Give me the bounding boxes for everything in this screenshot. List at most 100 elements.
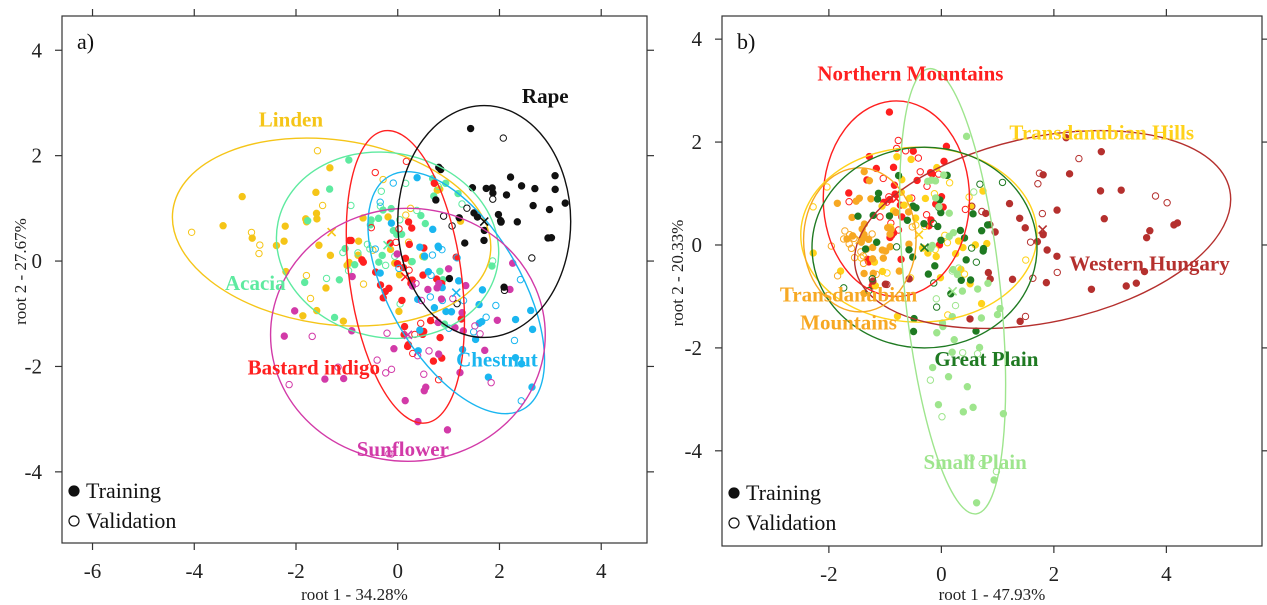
x-tick-label: 2 xyxy=(1049,562,1060,586)
x-axis-label: root 1 - 47.93% xyxy=(939,585,1046,604)
scatter-point xyxy=(983,221,992,229)
scatter-point xyxy=(843,235,851,243)
group-label-northern-mountains: Northern Mountains xyxy=(817,61,1003,85)
scatter-point xyxy=(413,351,422,360)
scatter-point xyxy=(402,211,410,219)
plot-frame xyxy=(721,15,1263,547)
scatter-point xyxy=(916,168,924,176)
scatter-point xyxy=(413,173,421,182)
scatter-point xyxy=(930,279,938,287)
scatter-point xyxy=(529,201,537,210)
group-label-western-hungary: Western Hungary xyxy=(1069,252,1230,276)
scatter-point xyxy=(878,246,887,254)
scatter-point xyxy=(959,408,968,416)
scatter-point xyxy=(1053,252,1061,260)
scatter-point xyxy=(385,284,393,293)
scatter-point xyxy=(389,179,397,187)
scatter-point xyxy=(966,315,974,323)
scatter-point xyxy=(359,280,368,288)
scatter-point xyxy=(963,383,972,391)
scatter-point xyxy=(326,164,334,172)
scatter-point xyxy=(489,189,497,197)
ellipse-small-plain xyxy=(898,67,1007,515)
scatter-point xyxy=(977,226,986,235)
scatter-point xyxy=(390,345,398,353)
legend-label-validation: Validation xyxy=(86,508,176,533)
scatter-point xyxy=(354,249,362,257)
centroid-marker xyxy=(919,242,930,253)
scatter-point xyxy=(1173,219,1182,227)
scatter-point xyxy=(417,296,426,305)
scatter-point xyxy=(511,315,520,324)
scatter-point xyxy=(1015,214,1024,222)
scatter-point xyxy=(413,206,421,215)
scatter-point xyxy=(847,244,856,253)
scatter-point xyxy=(928,241,937,250)
scatter-point xyxy=(924,270,933,278)
scatter-point xyxy=(972,258,981,266)
scatter-point xyxy=(395,264,403,273)
scatter-point xyxy=(480,236,488,245)
centroid-marker xyxy=(1038,224,1048,235)
scatter-point xyxy=(1100,215,1108,223)
scatter-point xyxy=(932,252,940,261)
scatter-point xyxy=(401,396,409,405)
scatter-point xyxy=(931,194,940,202)
scatter-point xyxy=(482,313,490,321)
scatter-point xyxy=(517,360,526,368)
x-tick-label: -4 xyxy=(186,559,204,583)
scatter-point xyxy=(403,342,412,351)
scatter-point xyxy=(322,284,330,292)
scatter-point xyxy=(984,279,992,288)
scatter-point xyxy=(935,203,943,211)
scatter-point xyxy=(393,250,401,258)
scatter-point xyxy=(1140,267,1149,276)
scatter-point xyxy=(375,258,383,266)
plot-area xyxy=(800,67,1232,515)
scatter-point xyxy=(290,307,299,315)
scatter-point xyxy=(256,241,264,249)
scatter-point xyxy=(322,274,331,283)
scatter-point xyxy=(285,380,293,389)
scatter-point xyxy=(943,238,952,247)
scatter-point xyxy=(463,204,471,212)
scatter-point xyxy=(845,189,853,197)
panel-label: a) xyxy=(77,29,94,54)
scatter-point xyxy=(313,215,321,223)
centroid-marker xyxy=(948,286,958,296)
scatter-point xyxy=(499,134,507,142)
scatter-point xyxy=(1122,282,1130,290)
scatter-point xyxy=(434,350,443,358)
scatter-point xyxy=(302,271,311,280)
scatter-point xyxy=(497,218,505,226)
scatter-point xyxy=(420,370,428,378)
scatter-point xyxy=(378,251,386,260)
legend-marker-training xyxy=(728,487,740,499)
scatter-point xyxy=(1132,279,1141,287)
scatter-point xyxy=(551,172,559,180)
scatter-point xyxy=(868,275,876,283)
scatter-point xyxy=(922,211,931,219)
scatter-point xyxy=(1021,224,1029,232)
scatter-point xyxy=(248,234,256,242)
scatter-point xyxy=(879,254,888,262)
scatter-point xyxy=(376,269,384,277)
scatter-point xyxy=(938,413,946,421)
scatter-point xyxy=(321,375,329,383)
scatter-point xyxy=(544,234,552,242)
scatter-point xyxy=(903,216,912,224)
scatter-point xyxy=(428,251,437,259)
scatter-point xyxy=(960,270,969,278)
scatter-point xyxy=(419,271,427,279)
ellipse-rape xyxy=(397,104,572,339)
scatter-point xyxy=(889,163,898,172)
scatter-point xyxy=(371,168,379,177)
scatter-point xyxy=(1065,170,1074,178)
scatter-point xyxy=(429,357,438,365)
scatter-point xyxy=(1008,275,1017,284)
scatter-point xyxy=(868,243,877,252)
scatter-point xyxy=(426,293,435,301)
x-tick-label: 2 xyxy=(494,559,505,583)
scatter-point xyxy=(970,188,978,196)
scatter-point xyxy=(872,238,881,246)
